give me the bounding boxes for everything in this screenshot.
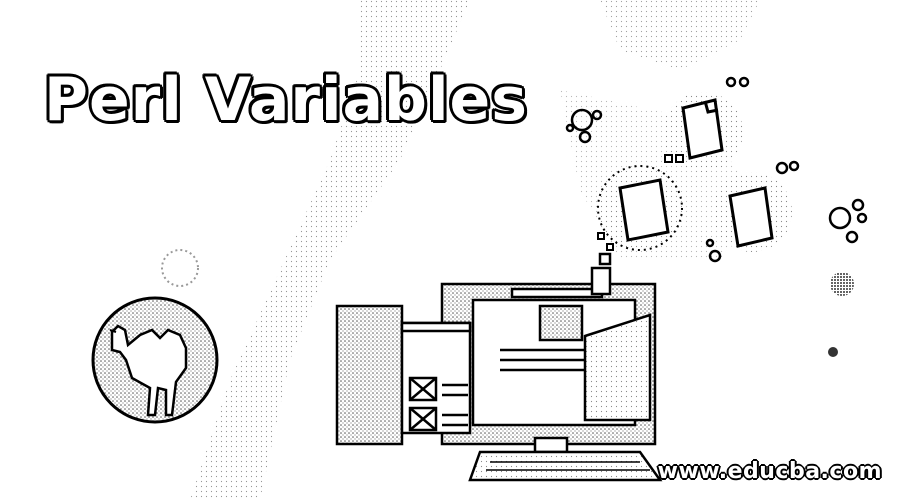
stipple-band-top (600, 0, 760, 70)
dot-small (828, 347, 838, 357)
gear-bubbles-icon (565, 76, 868, 263)
document-icon (663, 92, 743, 172)
connector-dots (597, 154, 684, 251)
page-title: Perl Variables (44, 65, 528, 135)
computer-monitor-illustration (335, 252, 663, 482)
document-icon (712, 172, 792, 252)
stipple-band (190, 0, 470, 500)
faint-halo (161, 249, 199, 287)
document-icon (597, 165, 683, 251)
site-watermark: www.educba.com (657, 459, 882, 484)
dot-dark (830, 272, 854, 296)
camel-logo (91, 296, 219, 424)
